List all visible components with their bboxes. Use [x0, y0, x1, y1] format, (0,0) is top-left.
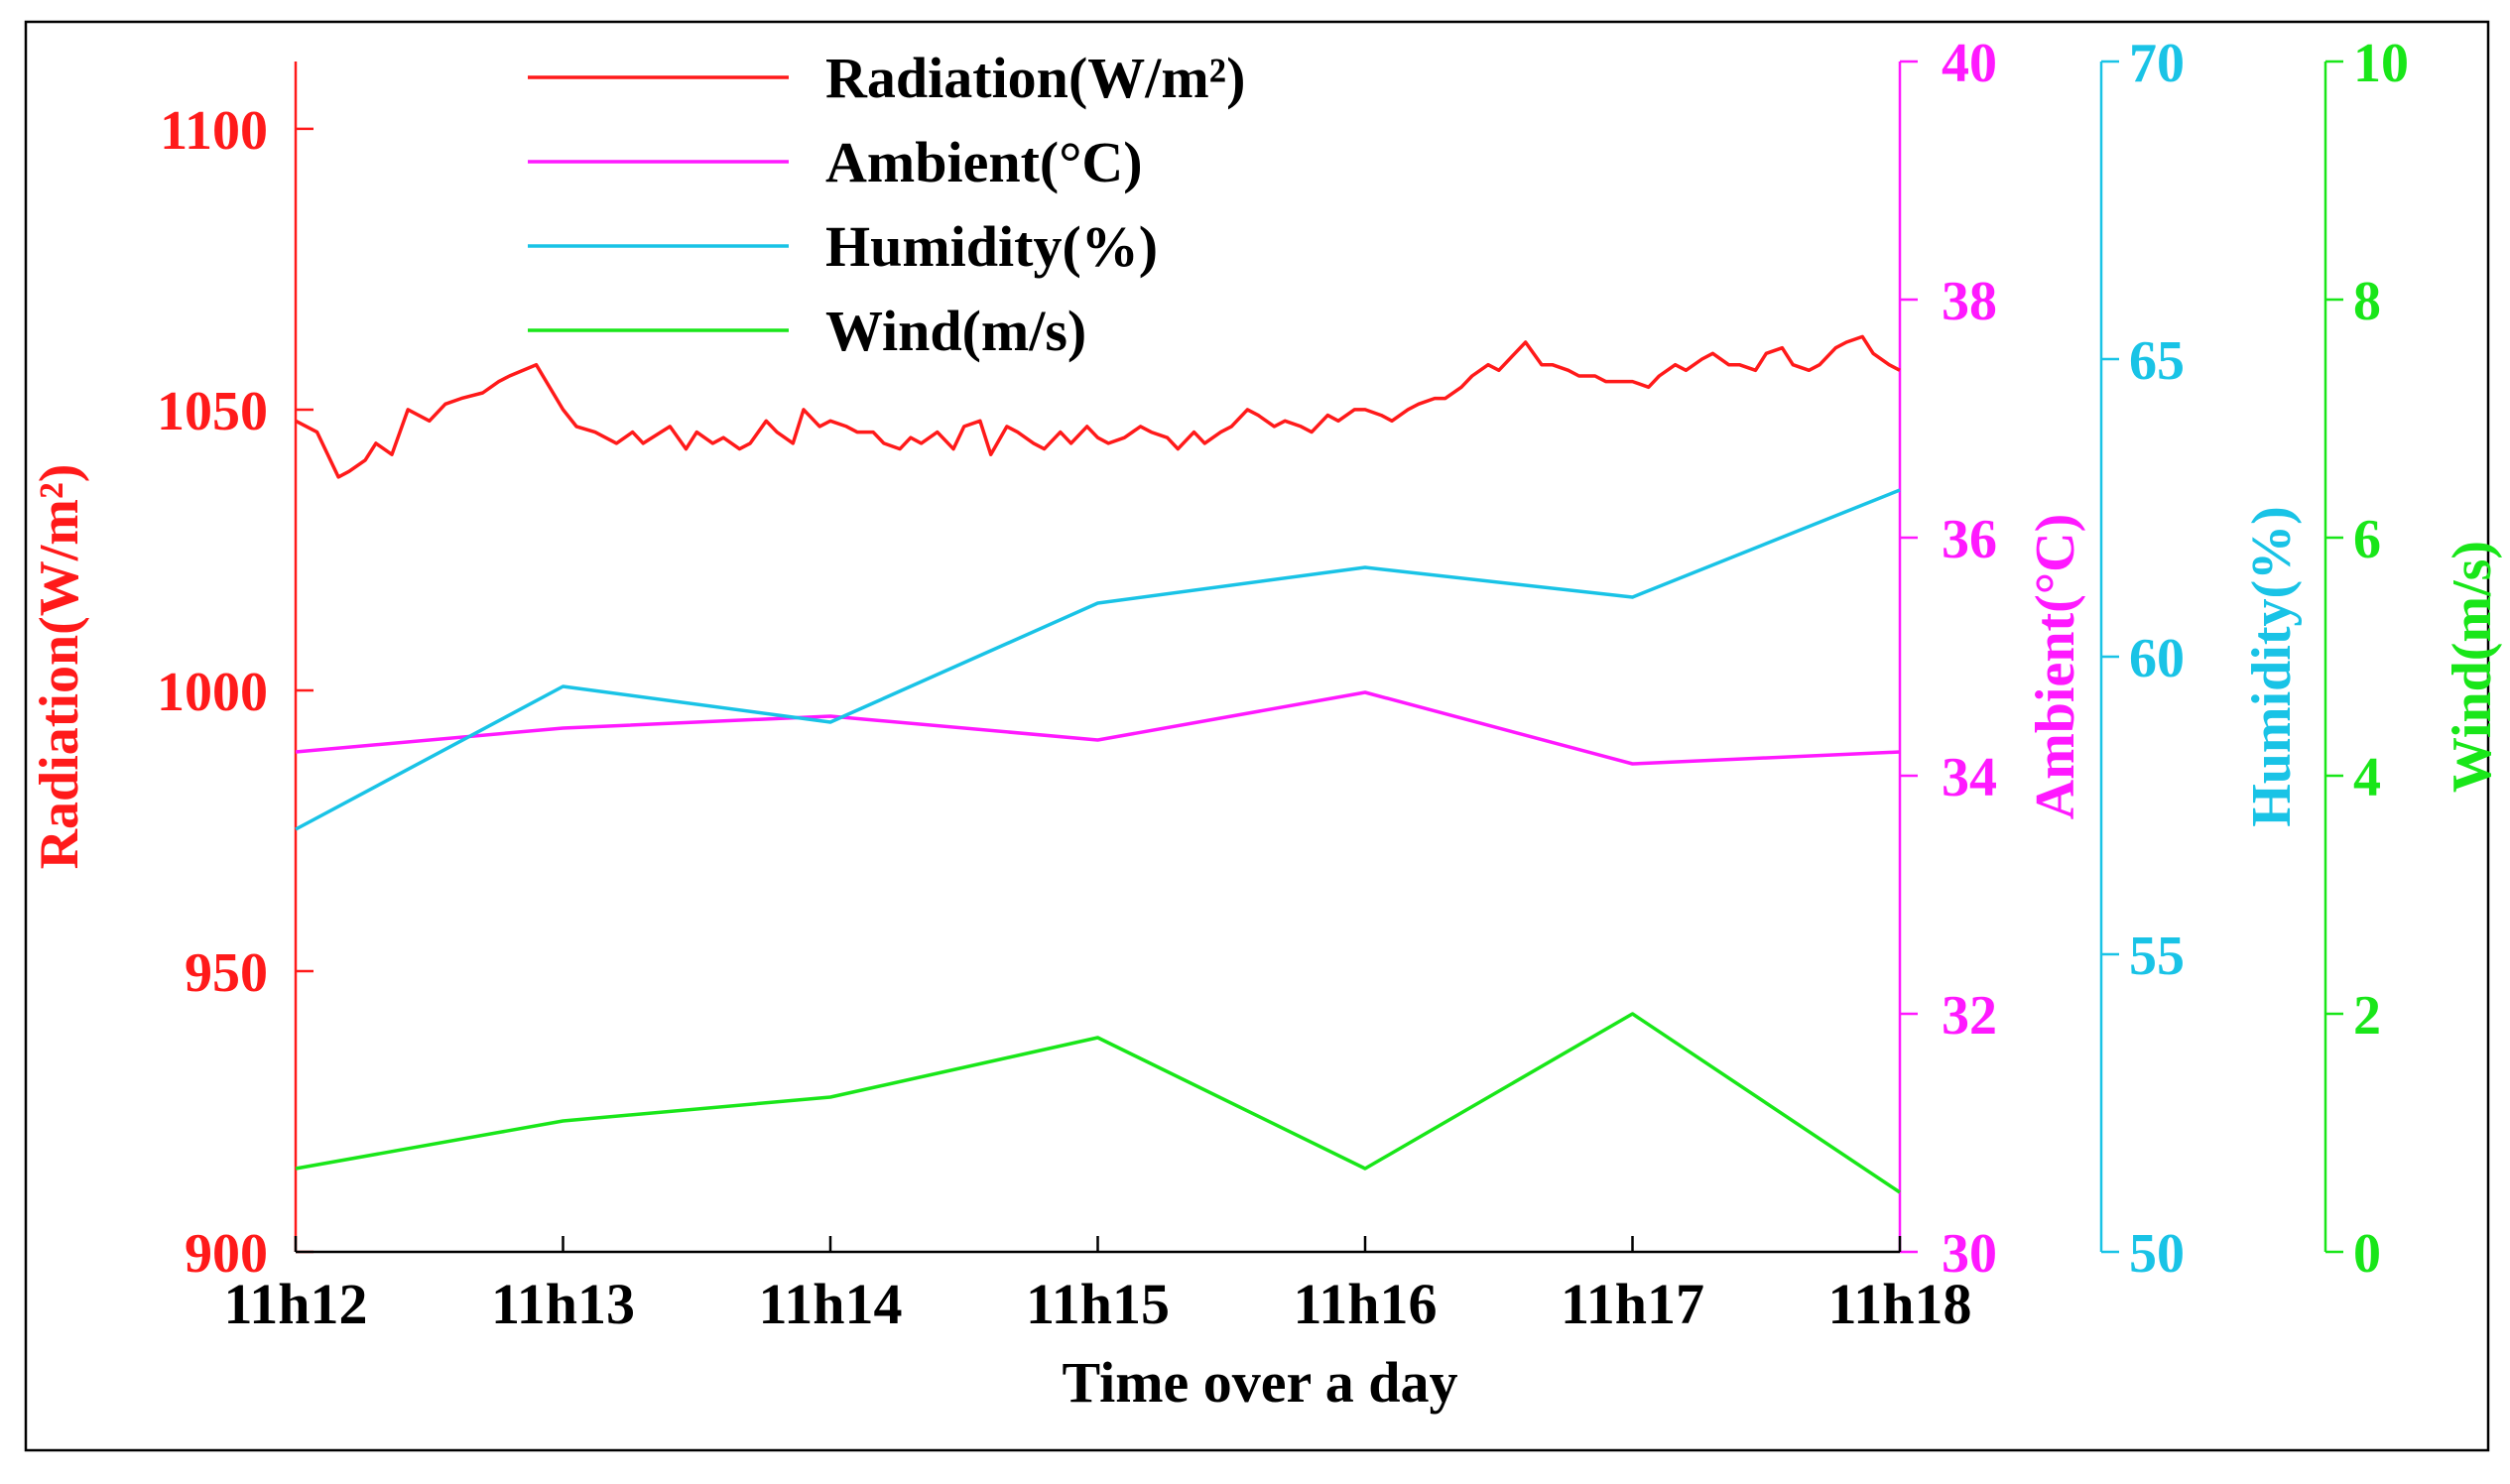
wind-tick-label: 10: [2353, 33, 2409, 94]
series-line-wind: [295, 1012, 1901, 1194]
axes-group: 900950100010501100Radiation(W/m²)3032343…: [29, 33, 2503, 1336]
humidity-tick-label: 60: [2129, 628, 2185, 689]
ambient-axis-title: Ambient(°C): [2025, 514, 2086, 820]
radiation-tick-label: 950: [185, 942, 268, 1004]
x-tick-label: 11h12: [223, 1272, 367, 1336]
series-line-humidity: [295, 488, 1901, 831]
wind-tick-label: 0: [2353, 1223, 2381, 1285]
humidity-axis-title: Humidity(%): [2241, 506, 2303, 827]
humidity-tick-label: 70: [2129, 33, 2185, 94]
ambient-tick-label: 30: [1942, 1223, 1997, 1285]
series-line-ambient: [295, 690, 1901, 766]
series-line-radiation: [295, 334, 1901, 479]
legend: Radiation(W/m²) Ambient(°C) Humidity(%) Win…: [528, 46, 1245, 363]
wind-tick-label: 6: [2353, 509, 2381, 570]
x-axis-title: Time over a day: [1062, 1350, 1457, 1415]
x-tick-label: 11h14: [758, 1272, 902, 1336]
humidity-tick-label: 55: [2129, 926, 2185, 987]
x-tick-label: 11h18: [1827, 1272, 1971, 1336]
ambient-tick-label: 38: [1942, 271, 1997, 332]
legend-label-radiation: Radiation(W/m²): [825, 46, 1245, 110]
humidity-tick-label: 50: [2129, 1223, 2185, 1285]
radiation-axis-title: Radiation(W/m²): [29, 464, 90, 870]
x-tick-label: 11h16: [1293, 1272, 1437, 1336]
radiation-tick-label: 1000: [157, 662, 268, 723]
wind-tick-label: 4: [2353, 747, 2381, 808]
chart-frame: [24, 20, 2490, 1452]
radiation-tick-label: 1050: [157, 381, 268, 442]
ambient-tick-label: 40: [1942, 33, 1997, 94]
x-tick-label: 11h17: [1561, 1272, 1704, 1336]
legend-label-humidity: Humidity(%): [825, 214, 1158, 279]
radiation-tick-label: 900: [185, 1223, 268, 1285]
ambient-tick-label: 34: [1942, 747, 1997, 808]
wind-axis-title: Wind(m/s): [2442, 541, 2503, 793]
ambient-tick-label: 36: [1942, 509, 1997, 570]
x-tick-label: 11h13: [491, 1272, 635, 1336]
wind-tick-label: 8: [2353, 271, 2381, 332]
legend-label-ambient: Ambient(°C): [825, 130, 1143, 194]
wind-tick-label: 2: [2353, 985, 2381, 1047]
series-group: [295, 334, 1901, 1194]
radiation-tick-label: 1100: [160, 100, 268, 162]
humidity-tick-label: 65: [2129, 330, 2185, 392]
legend-label-wind: Wind(m/s): [825, 299, 1086, 363]
ambient-tick-label: 32: [1942, 985, 1997, 1047]
x-tick-label: 11h15: [1026, 1272, 1170, 1336]
